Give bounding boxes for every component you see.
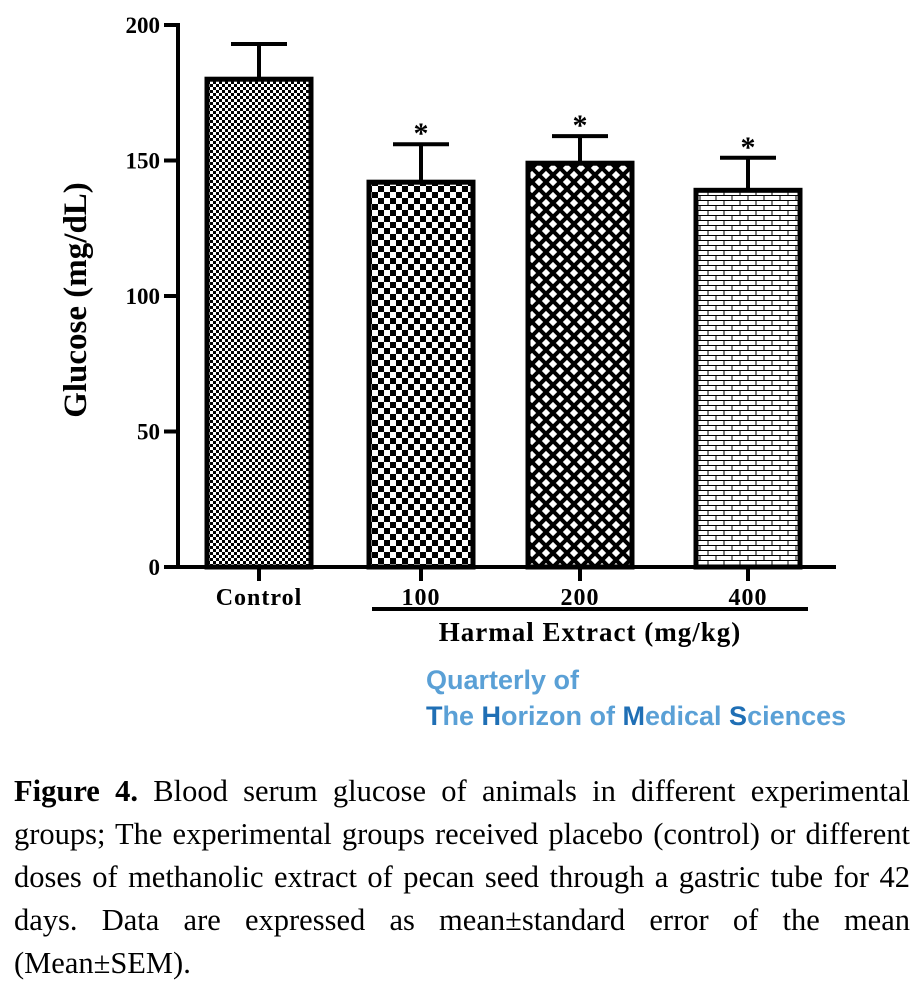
caption-text: Blood serum glucose of animals in differ… <box>14 774 910 980</box>
y-tick-label: 50 <box>137 420 160 445</box>
bar-100 <box>366 179 476 570</box>
y-tick-label: 150 <box>126 149 161 174</box>
x-tick-label: 100 <box>402 585 441 611</box>
y-tick-label: 0 <box>149 555 161 580</box>
bar-200 <box>525 160 635 570</box>
y-tick-label: 100 <box>126 284 161 309</box>
bar-chart: Glucose (mg/dL) 0 50 100 150 200 * * * Control… <box>58 13 836 647</box>
figure-label: Figure 4. <box>14 774 138 808</box>
y-tick-label: 200 <box>126 13 161 38</box>
bar-control <box>204 76 314 570</box>
journal-watermark: Quarterly of The Horizon of Medical Scie… <box>426 662 846 734</box>
bars: * * * <box>204 41 803 570</box>
watermark-line-2: The Horizon of Medical Sciences <box>426 701 847 731</box>
significance-marker: * <box>414 117 429 150</box>
figure-caption: Figure 4. Blood serum glucose of animals… <box>14 770 910 985</box>
x-axis-label: Harmal Extract (mg/kg) <box>439 617 741 647</box>
watermark-line-1: Quarterly of <box>426 665 580 695</box>
bar-400 <box>693 187 803 570</box>
significance-marker: * <box>741 131 756 164</box>
y-axis: 0 50 100 150 200 <box>126 13 180 580</box>
significance-marker: * <box>573 109 588 142</box>
y-axis-label: Glucose (mg/dL) <box>58 182 94 418</box>
x-tick-label: 400 <box>729 585 768 611</box>
x-tick-label: Control <box>216 585 303 611</box>
x-axis: Control 100 200 400 <box>164 565 836 611</box>
x-tick-label: 200 <box>561 585 600 611</box>
